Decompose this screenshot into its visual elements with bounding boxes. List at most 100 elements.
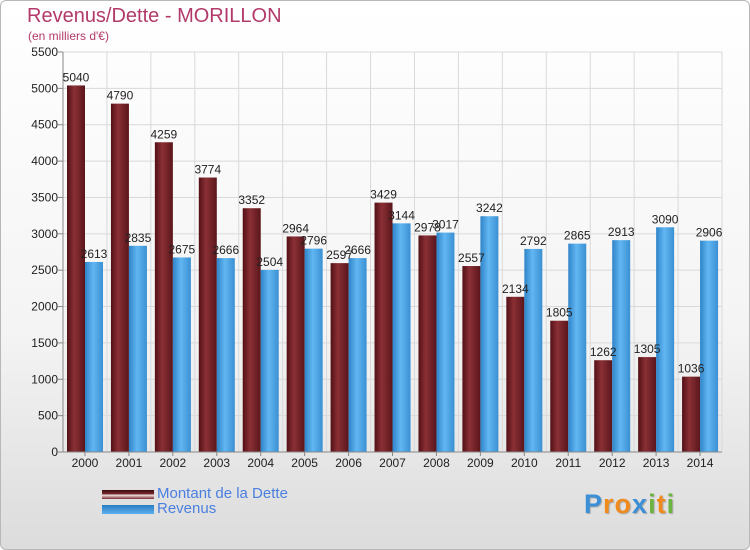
bar-debt xyxy=(242,208,261,452)
bar-debt xyxy=(462,266,481,452)
data-label-debt: 2557 xyxy=(458,251,485,265)
bar-revenus xyxy=(260,269,279,452)
y-tick-label: 1000 xyxy=(31,372,58,386)
data-label-revenus: 2666 xyxy=(212,243,239,257)
x-tick-label: 2010 xyxy=(511,456,538,470)
x-tick-label: 2009 xyxy=(467,456,494,470)
data-label-debt: 1036 xyxy=(678,362,705,376)
bar-revenus xyxy=(304,248,323,452)
logo-letter: t xyxy=(656,489,667,519)
proxiti-logo: Proxiti xyxy=(584,489,675,520)
y-tick-label: 4500 xyxy=(31,118,58,132)
y-tick-label: 0 xyxy=(51,445,58,459)
bar-debt xyxy=(154,142,173,452)
x-tick-label: 2014 xyxy=(687,456,714,470)
data-label-debt: 4259 xyxy=(151,127,178,141)
legend-label-debt: Montant de la Dette xyxy=(157,485,288,502)
logo-letter: x xyxy=(632,489,649,519)
bar-debt xyxy=(330,263,349,452)
legend-swatch-debt xyxy=(102,490,154,499)
data-label-debt: 3774 xyxy=(194,163,221,177)
data-label-revenus: 3242 xyxy=(476,201,503,215)
data-label-revenus: 3090 xyxy=(652,212,679,226)
bar-revenus xyxy=(348,258,367,452)
legend-swatch-revenus xyxy=(102,505,154,514)
chart-title: Revenus/Dette - MORILLON xyxy=(27,5,282,27)
bar-debt xyxy=(374,202,393,452)
data-label-debt: 5040 xyxy=(63,70,90,84)
x-tick-label: 2012 xyxy=(599,456,626,470)
data-label-revenus: 2613 xyxy=(81,247,108,261)
bar-debt xyxy=(286,236,305,452)
y-tick-label: 4000 xyxy=(31,154,58,168)
data-label-revenus: 2906 xyxy=(696,226,723,240)
x-tick-label: 2008 xyxy=(423,456,450,470)
data-label-debt: 4790 xyxy=(107,89,134,103)
y-tick-label: 5500 xyxy=(31,45,58,59)
bars xyxy=(67,85,719,453)
data-label-revenus: 3017 xyxy=(432,218,459,232)
data-label-debt: 1262 xyxy=(590,345,617,359)
data-label-revenus: 2792 xyxy=(520,234,547,248)
y-tick-label: 2500 xyxy=(31,263,58,277)
bar-revenus xyxy=(216,258,235,452)
axes: 0 500 1000 1500 2000 2500 3000 3500 4000 4500 5000… xyxy=(31,45,722,470)
bar-debt xyxy=(110,103,129,453)
data-label-debt: 2978 xyxy=(414,220,441,234)
x-tick-label: 2004 xyxy=(247,456,274,470)
bar-revenus xyxy=(568,243,587,452)
y-tick-label: 5000 xyxy=(31,81,58,95)
logo-letter: o xyxy=(614,489,633,519)
bar-revenus xyxy=(128,245,147,452)
data-label-debt: 1805 xyxy=(546,306,573,320)
bar-revenus xyxy=(480,216,499,452)
data-label-revenus: 2913 xyxy=(608,225,635,239)
x-tick-label: 2006 xyxy=(335,456,362,470)
data-label-revenus: 2865 xyxy=(564,229,591,243)
logo-letter: i xyxy=(666,489,676,519)
bar-revenus xyxy=(524,248,543,452)
data-label-revenus: 3144 xyxy=(388,208,415,222)
x-tick-label: 2007 xyxy=(379,456,406,470)
bar-debt xyxy=(594,360,613,452)
data-label-debt: 2597 xyxy=(326,248,353,262)
bar-debt xyxy=(418,235,437,452)
bar-debt xyxy=(550,320,569,452)
logo-letter: i xyxy=(648,489,657,519)
bar-revenus xyxy=(656,227,675,452)
bar-debt xyxy=(506,296,525,452)
legend-label-revenus: Revenus xyxy=(157,500,217,517)
logo-letter: r xyxy=(603,489,615,519)
data-label-debt: 3352 xyxy=(238,193,265,207)
y-tick-label: 3000 xyxy=(31,227,58,241)
y-tick-label: 500 xyxy=(38,409,58,423)
x-tick-label: 2005 xyxy=(291,456,318,470)
bar-revenus xyxy=(85,261,103,452)
data-label-revenus: 2504 xyxy=(256,255,283,269)
data-label-debt: 1305 xyxy=(634,342,661,356)
y-tick-label: 3500 xyxy=(31,190,58,204)
logo-letter: P xyxy=(584,489,604,519)
data-label-debt: 3429 xyxy=(370,188,397,202)
x-tick-label: 2003 xyxy=(203,456,230,470)
data-label-revenus: 2675 xyxy=(169,242,196,256)
bar-debt xyxy=(198,177,217,452)
x-tick-label: 2002 xyxy=(159,456,186,470)
bar-revenus xyxy=(612,240,631,452)
bar-revenus xyxy=(700,240,719,452)
bar-revenus xyxy=(436,232,455,452)
data-label-revenus: 2666 xyxy=(344,243,371,257)
bar-revenus xyxy=(392,223,411,452)
y-tick-label: 2000 xyxy=(31,300,58,314)
bar-debt xyxy=(638,357,657,452)
x-tick-label: 2001 xyxy=(116,456,143,470)
data-labels: 5040 2613 4790 2835 4259 2675 3774 2666 3352 2504… xyxy=(63,70,723,375)
data-label-revenus: 2796 xyxy=(300,234,327,248)
x-tick-label: 2013 xyxy=(643,456,670,470)
bar-debt xyxy=(67,85,85,453)
data-label-revenus: 2835 xyxy=(125,231,152,245)
y-tick-label: 1500 xyxy=(31,336,58,350)
data-label-debt: 2134 xyxy=(502,282,529,296)
